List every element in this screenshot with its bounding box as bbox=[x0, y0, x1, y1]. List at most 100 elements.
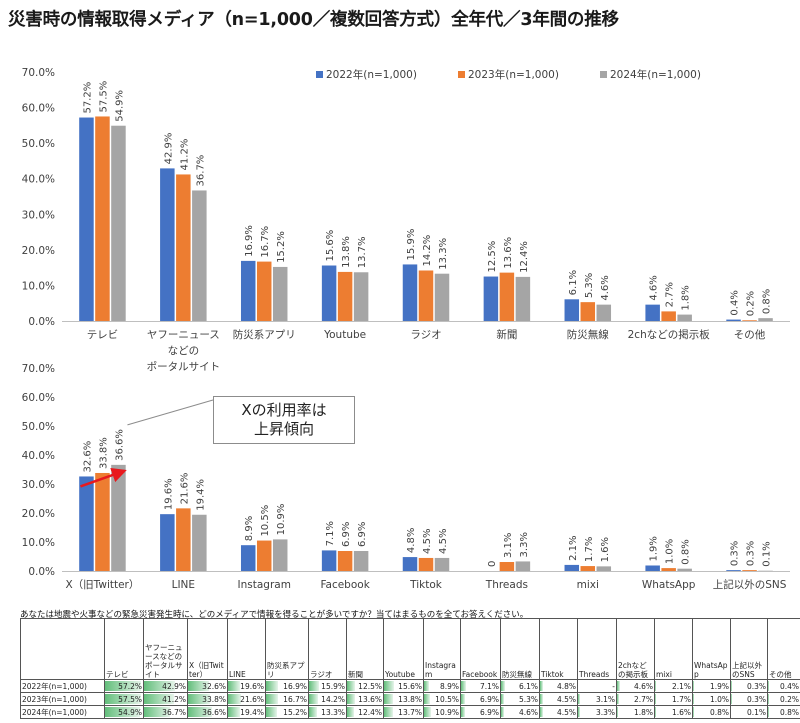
table-cell: 36.7% bbox=[143, 705, 188, 719]
data-label: 13.6% bbox=[503, 237, 514, 269]
data-label: 36.6% bbox=[114, 429, 125, 461]
table-cell: 4.6% bbox=[616, 679, 655, 693]
table-header-cell: Youtube bbox=[383, 618, 424, 680]
table-cell-bar bbox=[347, 694, 356, 704]
table-cell: 4.8% bbox=[539, 679, 578, 693]
category-label: Tiktok bbox=[409, 579, 443, 591]
data-label: 6.1% bbox=[568, 270, 579, 295]
table-cell: 14.2% bbox=[308, 692, 347, 706]
table-cell-bar bbox=[228, 694, 242, 704]
table-cell: 36.6% bbox=[187, 705, 228, 719]
trend-arrow-icon bbox=[80, 467, 127, 488]
table-header-row: テレビ ヤフーニュースなどのポータルサイト X（旧Twitter） LINE 防災系アプ… bbox=[20, 618, 800, 680]
table-cell: 57.2% bbox=[104, 679, 144, 693]
table-row-label: 2022年(n=1,000) bbox=[20, 679, 105, 693]
table-header-cell: 防災系アプリ bbox=[265, 618, 309, 680]
table-cell: 19.4% bbox=[227, 705, 266, 719]
survey-question: あなたは地震や火事などの緊急災害発生時に、どのメディアで情報を得ることが多いです… bbox=[20, 610, 529, 620]
bar bbox=[564, 299, 580, 321]
table-cell: 54.9% bbox=[104, 705, 144, 719]
category-label: 防災無線 bbox=[567, 328, 609, 341]
data-label: 1.7% bbox=[584, 537, 595, 562]
table-cell-bar bbox=[105, 707, 140, 717]
table-header-cell: Tiktok bbox=[539, 618, 578, 680]
data-label: 15.9% bbox=[406, 229, 417, 261]
data-label: 0.3% bbox=[746, 541, 757, 566]
bar bbox=[434, 557, 450, 571]
table-header-cell bbox=[20, 618, 105, 680]
y-tick-label: 10.0% bbox=[22, 537, 55, 549]
table-header-cell: その他 bbox=[767, 618, 800, 680]
table-cell-value: 4.5% bbox=[556, 707, 576, 717]
table-cell-value: 10.5% bbox=[435, 694, 459, 704]
y-tick-label: 30.0% bbox=[22, 479, 55, 491]
table-cell-value: 32.6% bbox=[202, 681, 226, 691]
table-cell: 12.4% bbox=[346, 705, 384, 719]
bar bbox=[742, 570, 757, 571]
table-header-cell: Threads bbox=[577, 618, 617, 680]
table-cell-value: 0.8% bbox=[709, 707, 729, 717]
table-header-cell: 上記以外のSNS bbox=[730, 618, 768, 680]
callout-box: Xの利用率は 上昇傾向 bbox=[213, 396, 355, 444]
data-label: 12.4% bbox=[519, 241, 530, 273]
bar bbox=[111, 464, 126, 571]
table-cell: 13.6% bbox=[346, 692, 384, 706]
table-cell: 6.9% bbox=[460, 692, 501, 706]
bar bbox=[434, 273, 450, 321]
data-label: 12.5% bbox=[487, 241, 498, 273]
table-cell-value: 13.8% bbox=[398, 694, 422, 704]
table-cell: 2.7% bbox=[616, 692, 655, 706]
callout-leader-line bbox=[127, 399, 214, 426]
data-label: 4.6% bbox=[649, 275, 660, 300]
table-cell-value: 10.9% bbox=[435, 707, 459, 717]
callout-line-2: 上昇傾向 bbox=[253, 420, 314, 438]
data-label: 32.6% bbox=[82, 441, 93, 473]
bar bbox=[272, 539, 288, 571]
bar bbox=[240, 545, 256, 571]
table-cell: 41.2% bbox=[143, 692, 188, 706]
category-label: 2chなどの掲示板 bbox=[628, 328, 711, 341]
table-cell-bar bbox=[188, 681, 210, 691]
table-cell-bar bbox=[461, 694, 466, 704]
bar bbox=[240, 260, 256, 321]
table-cell-value: 6.9% bbox=[479, 707, 499, 717]
bar bbox=[111, 125, 126, 321]
table-cell-bar bbox=[578, 694, 580, 704]
bar bbox=[79, 117, 94, 321]
table-cell-bar bbox=[309, 681, 319, 691]
table-cell-value: 1.7% bbox=[671, 694, 691, 704]
table-cell-value: 0.1% bbox=[746, 707, 766, 717]
table-cell-value: 16.9% bbox=[283, 681, 307, 691]
table-cell-value: 19.4% bbox=[240, 707, 264, 717]
table-cell-bar bbox=[461, 707, 466, 717]
category-label: X（旧Twitter） bbox=[65, 579, 139, 591]
bar bbox=[726, 319, 741, 321]
legend-swatch bbox=[458, 71, 465, 78]
table-cell: 33.8% bbox=[187, 692, 228, 706]
bar bbox=[645, 565, 660, 571]
table-cell: 13.3% bbox=[308, 705, 347, 719]
table-cell: 6.1% bbox=[500, 679, 540, 693]
bar bbox=[742, 320, 757, 321]
table-cell-bar bbox=[105, 681, 142, 691]
data-label: 19.6% bbox=[163, 478, 174, 510]
table-cell-bar bbox=[384, 694, 393, 704]
table-cell: 3.3% bbox=[577, 705, 617, 719]
data-label: 4.8% bbox=[406, 528, 417, 553]
table-cell-bar bbox=[617, 681, 620, 691]
data-label: 2.1% bbox=[568, 536, 579, 561]
y-tick-label: 10.0% bbox=[22, 280, 55, 292]
data-label: 3.1% bbox=[503, 533, 514, 558]
table-cell-value: 1.0% bbox=[709, 694, 729, 704]
table-cell-value: 4.8% bbox=[556, 681, 576, 691]
data-label: 10.5% bbox=[260, 505, 271, 537]
table-cell-value: 4.5% bbox=[556, 694, 576, 704]
table-cell-value: 0.2% bbox=[779, 694, 799, 704]
table-header-cell: Instagram bbox=[423, 618, 461, 680]
category-label: 上記以外のSNS bbox=[713, 578, 787, 591]
data-label: 0.2% bbox=[746, 291, 757, 316]
table-cell: 21.6% bbox=[227, 692, 266, 706]
bar bbox=[677, 314, 692, 321]
bar bbox=[483, 276, 499, 321]
table-cell-value: 3.1% bbox=[595, 694, 615, 704]
